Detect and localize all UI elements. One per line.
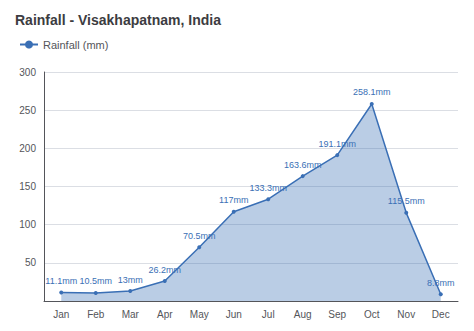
svg-text:Jan: Jan	[53, 309, 69, 320]
svg-text:200: 200	[19, 143, 36, 154]
svg-text:May: May	[190, 309, 209, 320]
svg-text:11.1mm: 11.1mm	[45, 276, 77, 286]
svg-text:13mm: 13mm	[118, 275, 143, 285]
svg-text:191.1mm: 191.1mm	[318, 139, 356, 149]
svg-text:Nov: Nov	[397, 309, 415, 320]
svg-text:150: 150	[19, 181, 36, 192]
svg-text:Jun: Jun	[226, 309, 242, 320]
svg-text:117mm: 117mm	[219, 195, 248, 205]
svg-text:250: 250	[19, 105, 36, 116]
svg-text:258.1mm: 258.1mm	[353, 87, 391, 97]
svg-text:115.5mm: 115.5mm	[388, 196, 425, 206]
svg-text:Rainfall - Visakhapatnam, Indi: Rainfall - Visakhapatnam, India	[15, 12, 221, 28]
svg-text:10.5mm: 10.5mm	[79, 276, 112, 286]
svg-text:Sep: Sep	[328, 309, 346, 320]
svg-text:Mar: Mar	[122, 309, 140, 320]
svg-text:Rainfall (mm): Rainfall (mm)	[43, 39, 108, 51]
svg-text:26.2mm: 26.2mm	[148, 265, 181, 275]
svg-text:50: 50	[25, 257, 37, 268]
svg-text:163.6mm: 163.6mm	[284, 160, 322, 170]
svg-text:300: 300	[19, 67, 36, 78]
svg-text:70.5mm: 70.5mm	[183, 231, 216, 241]
svg-text:Oct: Oct	[364, 309, 380, 320]
svg-text:Aug: Aug	[294, 309, 312, 320]
svg-text:Dec: Dec	[432, 309, 450, 320]
svg-text:Jul: Jul	[262, 309, 275, 320]
svg-text:100: 100	[19, 219, 36, 230]
svg-text:8.8mm: 8.8mm	[427, 278, 455, 288]
svg-text:Apr: Apr	[157, 309, 173, 320]
svg-text:Feb: Feb	[87, 309, 105, 320]
svg-text:133.3mm: 133.3mm	[249, 183, 287, 193]
